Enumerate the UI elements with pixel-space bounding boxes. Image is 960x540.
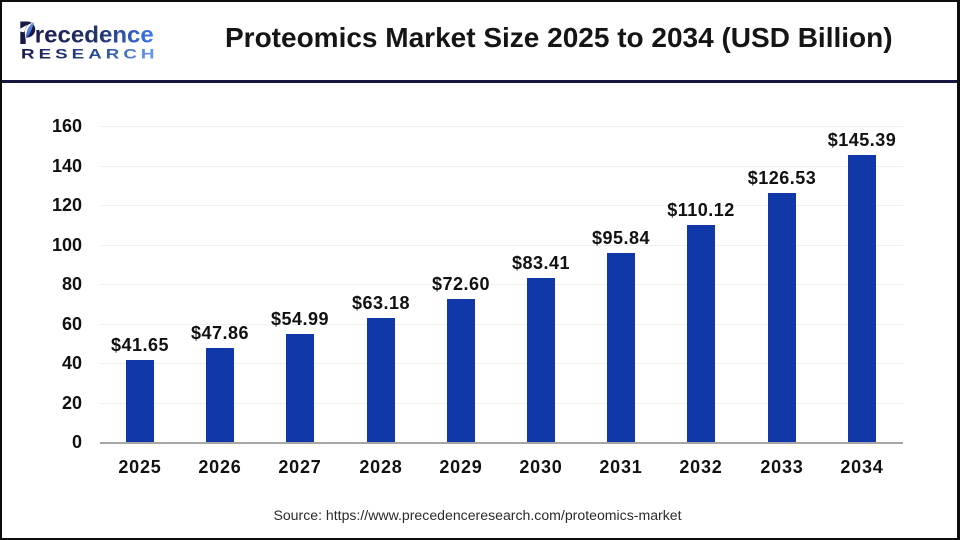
- svg-text:RESEARCH: RESEARCH: [21, 45, 159, 61]
- svg-text:recedence: recedence: [35, 22, 154, 48]
